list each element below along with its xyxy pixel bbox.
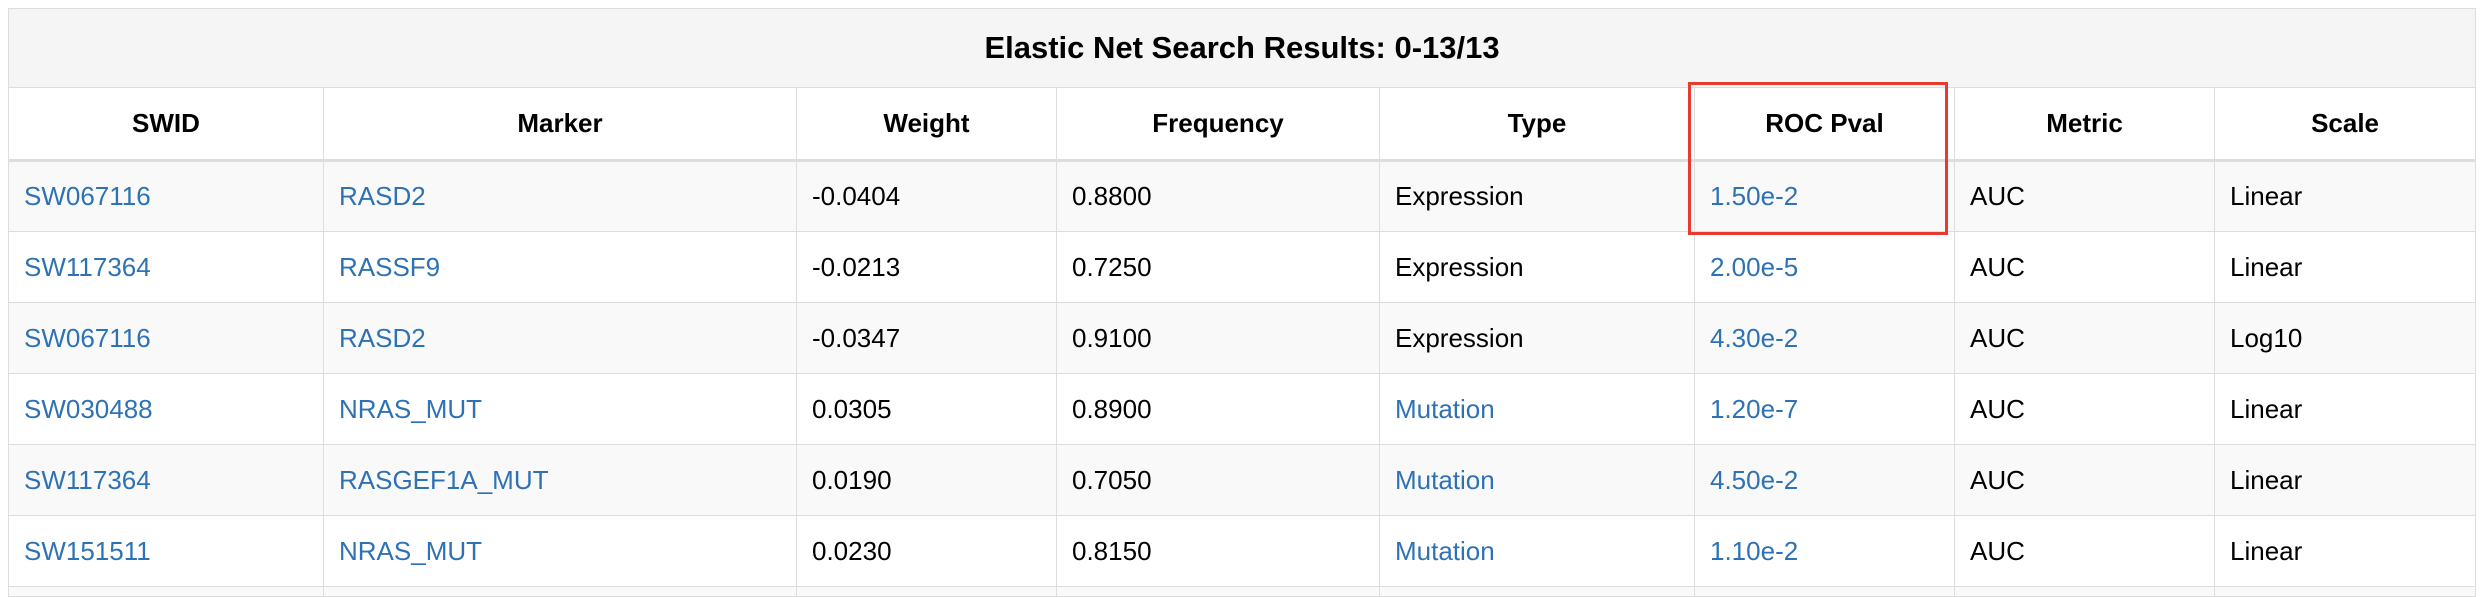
swid-link[interactable]: SW067116	[24, 322, 151, 353]
marker-cell: NRAS_MUT	[323, 515, 797, 587]
type-cell: Mutation	[1379, 515, 1695, 587]
swid-cell: SW151511	[8, 515, 324, 587]
type-cell: Expression	[1379, 231, 1695, 303]
type-cell: Expression	[1379, 160, 1695, 232]
table-row: SW151511 NRAS_MUT 0.0230 0.8150 Mutation…	[8, 515, 2477, 587]
marker-link[interactable]: NRAS_MUT	[339, 393, 483, 424]
scale-cell: Linear	[2213, 373, 2477, 445]
frequency-cell: 0.9100	[1056, 302, 1380, 374]
marker-link[interactable]: RASD2	[339, 181, 426, 211]
metric-cell: AUC	[1954, 231, 2215, 303]
type-link[interactable]: Mutation	[1395, 393, 1495, 424]
type-cell: Mutation	[1379, 444, 1695, 516]
scale-cell: Linear	[2213, 444, 2477, 516]
scale-cell: Linear	[2213, 515, 2477, 587]
roc-pval-link[interactable]: 2.00e-5	[1710, 251, 1799, 282]
caption-row: Elastic Net Search Results: 0-13/13	[7, 8, 2477, 88]
roc-pval-cell: 1.50e-2	[1694, 160, 1955, 232]
weight-cell: -0.0213	[796, 231, 1057, 303]
column-header-scale[interactable]: Scale	[2213, 87, 2477, 162]
frequency-cell: 0.7050	[1056, 444, 1380, 516]
swid-link[interactable]: SW117364	[24, 464, 151, 495]
marker-link[interactable]: RASSF9	[339, 251, 441, 282]
type-cell: Expression	[1379, 302, 1695, 374]
weight-cell: -0.0347	[796, 302, 1057, 374]
marker-cell: RASGEF1A_MUT	[323, 444, 797, 516]
frequency-cell: 0.8800	[1056, 160, 1380, 232]
table-row: SW067116 RASD2 -0.0347 0.9100 Expression…	[8, 302, 2477, 374]
metric-cell: AUC	[1954, 302, 2215, 374]
header-row: SWID Marker Weight Frequency Type ROC Pv…	[8, 87, 2477, 162]
weight-cell: 0.0305	[796, 373, 1057, 445]
type-link[interactable]: Mutation	[1395, 464, 1495, 495]
marker-cell: RASSF9	[323, 231, 797, 303]
scale-cell: Linear	[2213, 160, 2477, 232]
column-header-metric[interactable]: Metric	[1954, 87, 2215, 162]
swid-link[interactable]: SW030488	[24, 393, 153, 424]
marker-cell: NRAS_MUT	[323, 373, 797, 445]
table-row: SW117364 RASGEF1A_MUT 0.0190 0.7050 Muta…	[8, 444, 2477, 516]
weight-cell: 0.0230	[796, 515, 1057, 587]
marker-cell: RASD2	[323, 160, 797, 232]
column-header-weight[interactable]: Weight	[796, 87, 1057, 162]
roc-pval-link[interactable]: 4.30e-2	[1710, 322, 1799, 353]
swid-link[interactable]: SW117364	[24, 251, 151, 282]
roc-pval-link[interactable]: 1.10e-2	[1710, 535, 1799, 566]
swid-cell: SW117364	[8, 231, 324, 303]
column-header-frequency[interactable]: Frequency	[1056, 87, 1380, 162]
table-row-partial	[8, 586, 2477, 597]
metric-cell: AUC	[1954, 160, 2215, 232]
swid-cell: SW117364	[8, 444, 324, 516]
roc-pval-cell: 1.20e-7	[1694, 373, 1955, 445]
roc-pval-link[interactable]: 4.50e-2	[1710, 464, 1799, 495]
metric-cell: AUC	[1954, 444, 2215, 516]
swid-link[interactable]: SW151511	[24, 535, 151, 566]
marker-link[interactable]: NRAS_MUT	[339, 535, 483, 566]
swid-cell: SW030488	[8, 373, 324, 445]
marker-cell: RASD2	[323, 302, 797, 374]
results-table: Elastic Net Search Results: 0-13/13 SWID…	[7, 8, 2477, 597]
frequency-cell: 0.8150	[1056, 515, 1380, 587]
scale-cell: Linear	[2213, 231, 2477, 303]
metric-cell: AUC	[1954, 373, 2215, 445]
table-caption: Elastic Net Search Results: 0-13/13	[7, 8, 2477, 88]
type-cell: Mutation	[1379, 373, 1695, 445]
roc-pval-cell: 1.10e-2	[1694, 515, 1955, 587]
roc-pval-cell: 4.30e-2	[1694, 302, 1955, 374]
type-link[interactable]: Mutation	[1395, 535, 1495, 566]
swid-link[interactable]: SW067116	[24, 181, 151, 211]
swid-cell: SW067116	[8, 160, 324, 232]
table-row: SW067116 RASD2 -0.0404 0.8800 Expression…	[8, 160, 2477, 232]
column-header-type[interactable]: Type	[1379, 87, 1695, 162]
column-header-swid[interactable]: SWID	[8, 87, 324, 162]
marker-link[interactable]: RASGEF1A_MUT	[339, 464, 549, 495]
weight-cell: 0.0190	[796, 444, 1057, 516]
roc-pval-cell: 2.00e-5	[1694, 231, 1955, 303]
roc-pval-cell: 4.50e-2	[1694, 444, 1955, 516]
frequency-cell: 0.8900	[1056, 373, 1380, 445]
roc-pval-link[interactable]: 1.20e-7	[1710, 393, 1799, 424]
table-row: SW030488 NRAS_MUT 0.0305 0.8900 Mutation…	[8, 373, 2477, 445]
swid-cell: SW067116	[8, 302, 324, 374]
weight-cell: -0.0404	[796, 160, 1057, 232]
column-header-marker[interactable]: Marker	[323, 87, 797, 162]
table-row: SW117364 RASSF9 -0.0213 0.7250 Expressio…	[8, 231, 2477, 303]
marker-link[interactable]: RASD2	[339, 322, 426, 353]
roc-pval-link[interactable]: 1.50e-2	[1710, 181, 1799, 211]
scale-cell: Log10	[2213, 302, 2477, 374]
column-header-roc-pval[interactable]: ROC Pval	[1694, 87, 1955, 162]
metric-cell: AUC	[1954, 515, 2215, 587]
frequency-cell: 0.7250	[1056, 231, 1380, 303]
